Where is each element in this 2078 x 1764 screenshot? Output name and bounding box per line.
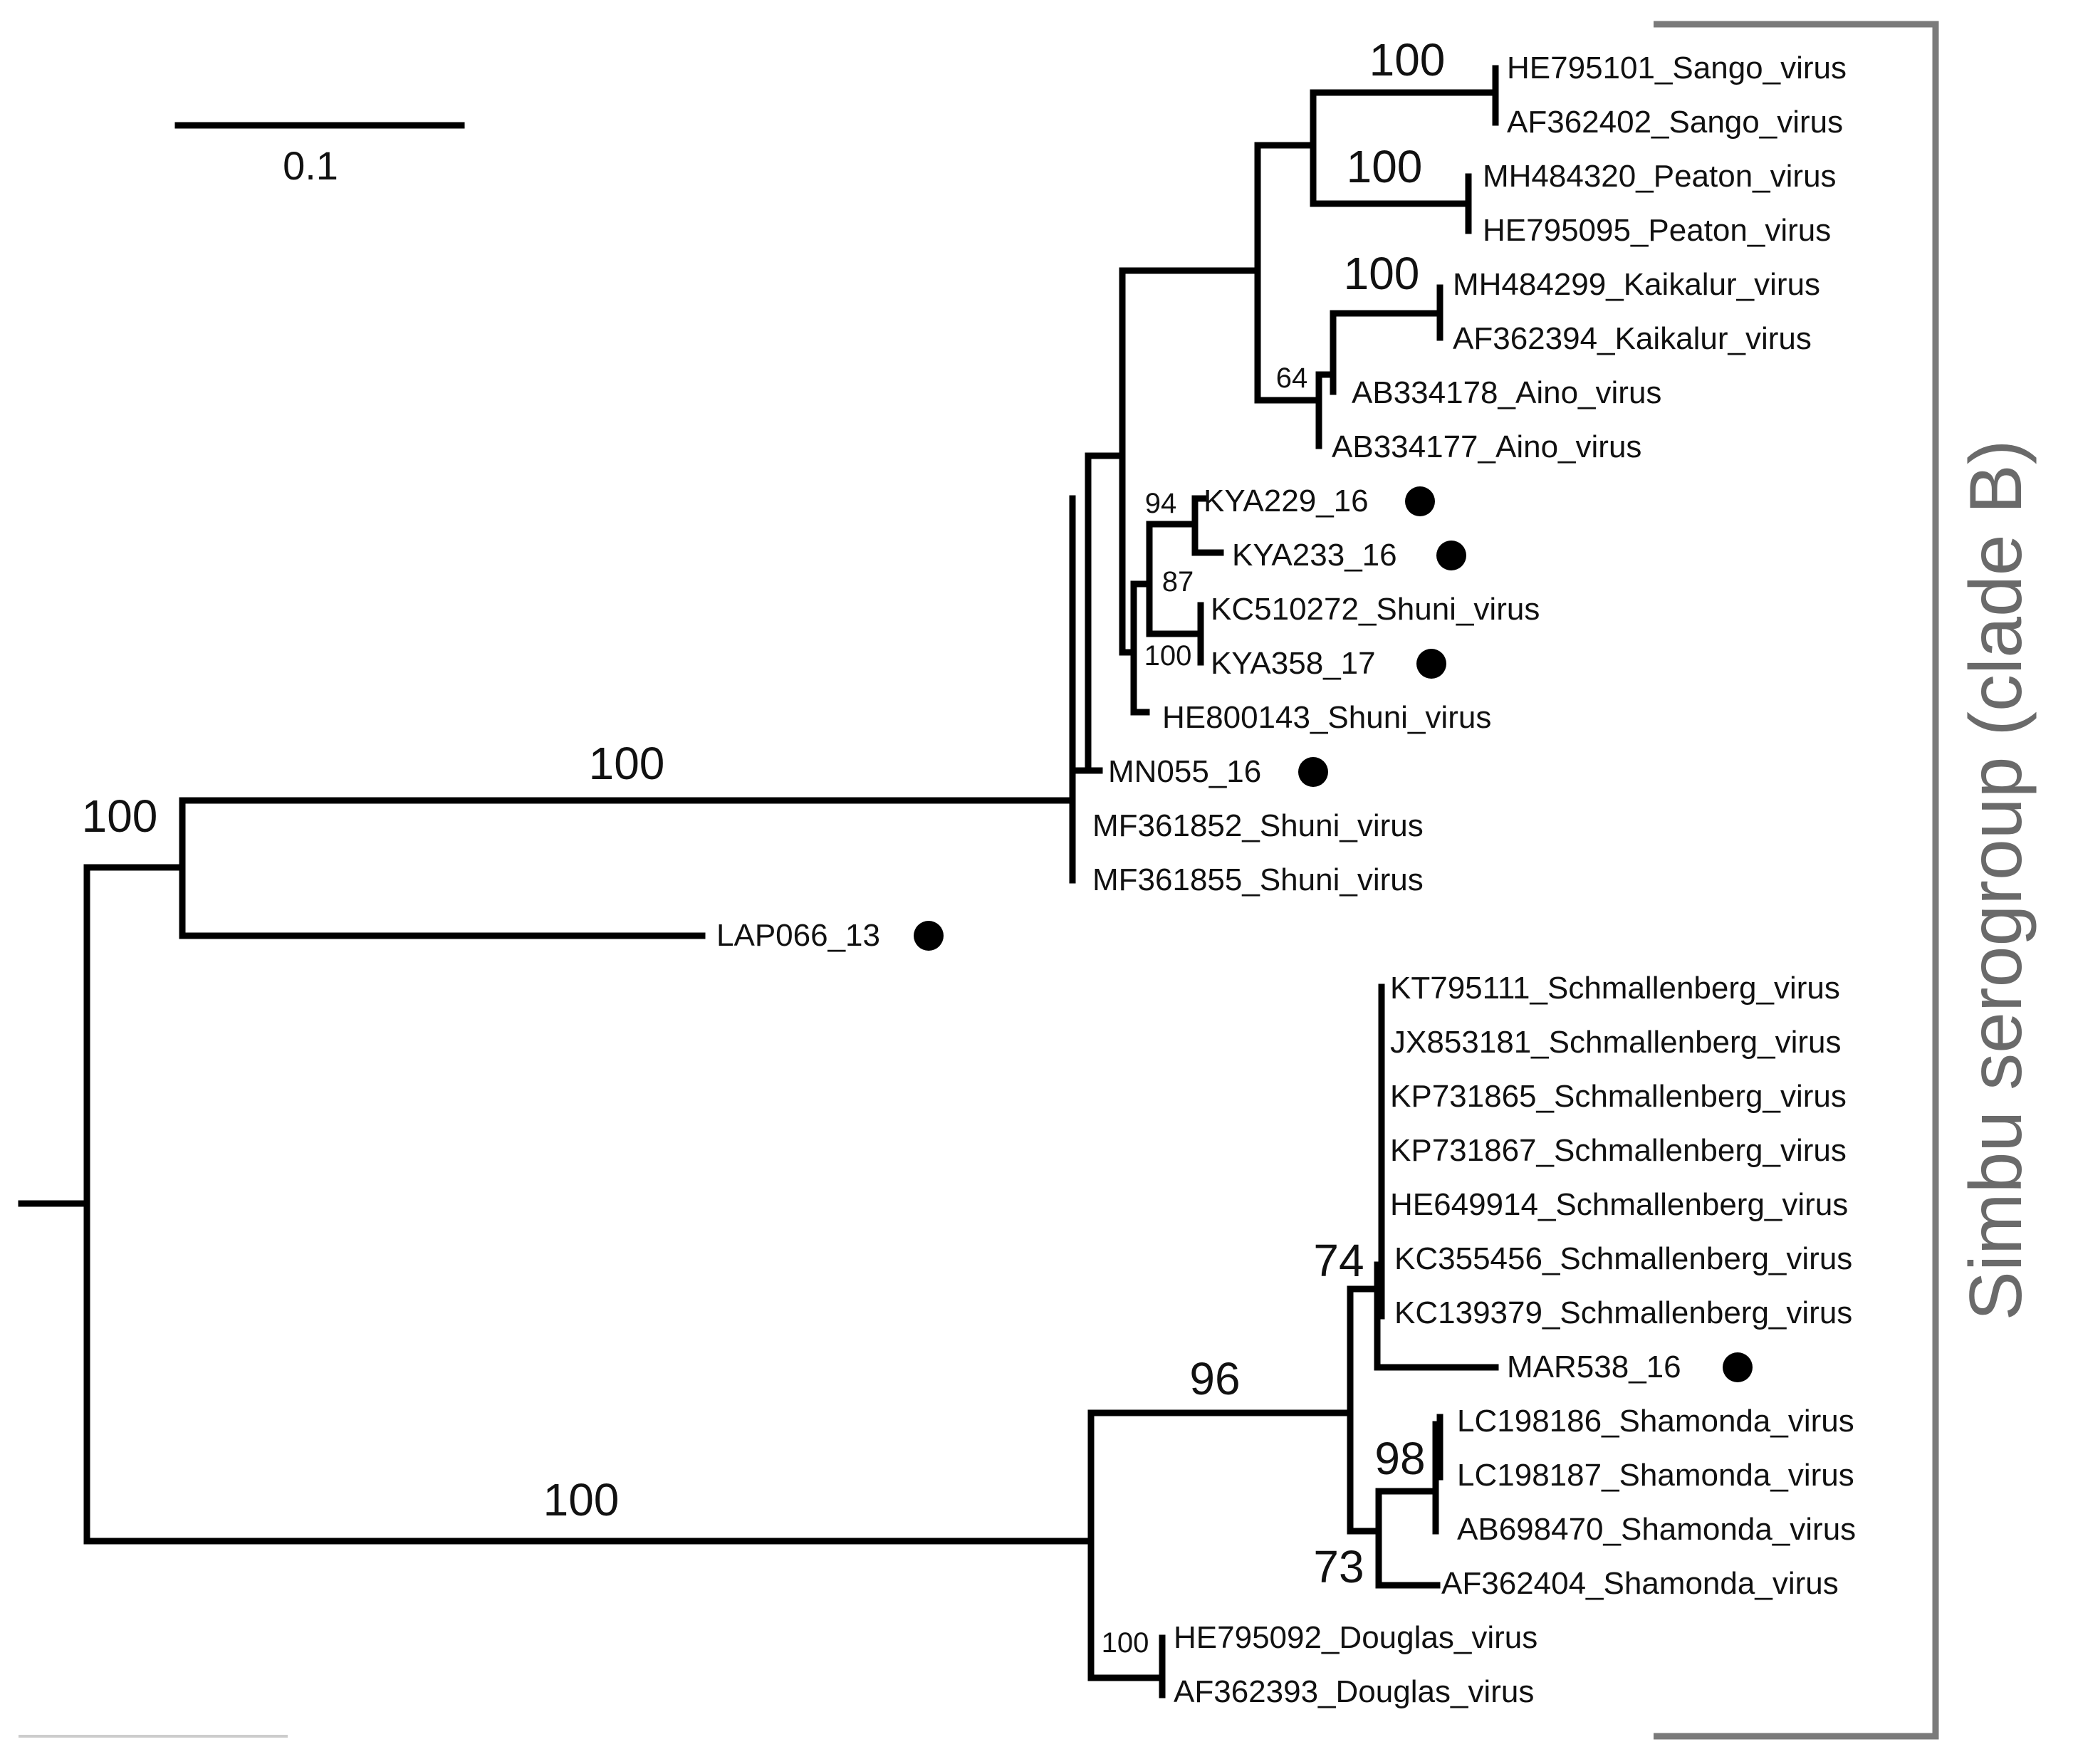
support-kaikalur: 100 bbox=[1344, 248, 1420, 299]
sample-marker-dot bbox=[1723, 1352, 1753, 1382]
taxon-label: AF362394_Kaikalur_virus bbox=[1453, 321, 1812, 356]
taxon-label: AB334178_Aino_virus bbox=[1352, 375, 1661, 410]
taxon-label: AF362404_Shamonda_virus bbox=[1441, 1566, 1839, 1601]
clade-bracket-line bbox=[1654, 21, 1939, 1740]
taxon-label: LC198186_Shamonda_virus bbox=[1457, 1404, 1854, 1439]
taxon-label: JX853181_Schmallenberg_virus bbox=[1390, 1025, 1842, 1060]
taxon-label: MH484320_Peaton_virus bbox=[1483, 159, 1837, 194]
taxon-label: KYA358_17 bbox=[1211, 646, 1376, 681]
support-kya229-kya233: 94 bbox=[1145, 488, 1177, 519]
taxon-label: KP731867_Schmallenberg_virus bbox=[1390, 1133, 1847, 1168]
taxon-label: HE800143_Shuni_virus bbox=[1162, 700, 1491, 735]
clade-label: Simbu serogroup (clade B) bbox=[1955, 439, 2037, 1320]
taxon-label: HE795101_Sango_virus bbox=[1507, 51, 1847, 85]
taxon-label: KC355456_Schmallenberg_virus bbox=[1394, 1241, 1852, 1276]
taxon-label: MF361852_Shuni_virus bbox=[1092, 808, 1424, 843]
clade-bracket: Simbu serogroup (clade B) bbox=[1654, 21, 2037, 1740]
sample-marker-dot bbox=[914, 921, 944, 951]
support-shamonda-group: 73 bbox=[1313, 1541, 1364, 1592]
support-sango: 100 bbox=[1369, 34, 1446, 85]
taxon-label: LC198187_Shamonda_virus bbox=[1457, 1458, 1854, 1493]
taxon-label: HE649914_Schmallenberg_virus bbox=[1390, 1187, 1848, 1222]
taxon-label: LAP066_13 bbox=[716, 918, 880, 953]
support-shuni-clade: 100 bbox=[589, 738, 665, 789]
taxon-label: KYA233_16 bbox=[1232, 538, 1397, 573]
taxon-label: MH484299_Kaikalur_virus bbox=[1453, 267, 1820, 302]
taxon-label: KC510272_Shuni_virus bbox=[1211, 592, 1540, 627]
taxon-label: KP731865_Schmallenberg_virus bbox=[1390, 1079, 1847, 1114]
taxon-label: AF362393_Douglas_virus bbox=[1174, 1674, 1534, 1709]
support-lower-clade: 100 bbox=[543, 1474, 620, 1525]
tip-labels: HE795101_Sango_virus AF362402_Sango_viru… bbox=[716, 51, 1856, 1709]
taxon-label: AF362402_Sango_virus bbox=[1507, 105, 1843, 140]
sample-marker-dot bbox=[1416, 649, 1446, 679]
support-values: 100 100 100 64 94 87 100 100 100 74 96 9… bbox=[82, 34, 1446, 1659]
support-shamonda-lc: 98 bbox=[1374, 1433, 1425, 1484]
scale-bar: 0.1 bbox=[174, 122, 465, 188]
support-schm-sham: 96 bbox=[1189, 1353, 1240, 1404]
taxon-label: KT795111_Schmallenberg_virus bbox=[1390, 971, 1840, 1006]
taxon-label: MN055_16 bbox=[1108, 754, 1261, 789]
tree-branches bbox=[18, 65, 1499, 1698]
sample-marker-dot bbox=[1436, 541, 1466, 570]
scale-bar-label: 0.1 bbox=[283, 143, 338, 188]
support-peaton: 100 bbox=[1347, 141, 1423, 192]
support-kya-group: 87 bbox=[1162, 566, 1194, 597]
support-aino-kaikalur: 64 bbox=[1276, 362, 1308, 394]
support-schm-mar: 74 bbox=[1313, 1235, 1364, 1286]
taxon-label: HE795092_Douglas_virus bbox=[1174, 1620, 1537, 1655]
sample-markers bbox=[914, 486, 1753, 1382]
taxon-label: AB334177_Aino_virus bbox=[1332, 429, 1641, 464]
taxon-label: MAR538_16 bbox=[1507, 1350, 1681, 1384]
taxon-label: KYA229_16 bbox=[1204, 484, 1369, 518]
taxon-label: KC139379_Schmallenberg_virus bbox=[1394, 1295, 1852, 1330]
sample-marker-dot bbox=[1405, 486, 1435, 516]
taxon-label: HE795095_Peaton_virus bbox=[1483, 213, 1831, 248]
support-kc-kya358: 100 bbox=[1144, 640, 1192, 672]
taxon-label: AB698470_Shamonda_virus bbox=[1457, 1512, 1856, 1547]
support-shuni-lap066: 100 bbox=[82, 790, 158, 842]
taxon-label: MF361855_Shuni_virus bbox=[1092, 862, 1424, 897]
support-douglas: 100 bbox=[1102, 1627, 1149, 1659]
sample-marker-dot bbox=[1298, 757, 1328, 787]
